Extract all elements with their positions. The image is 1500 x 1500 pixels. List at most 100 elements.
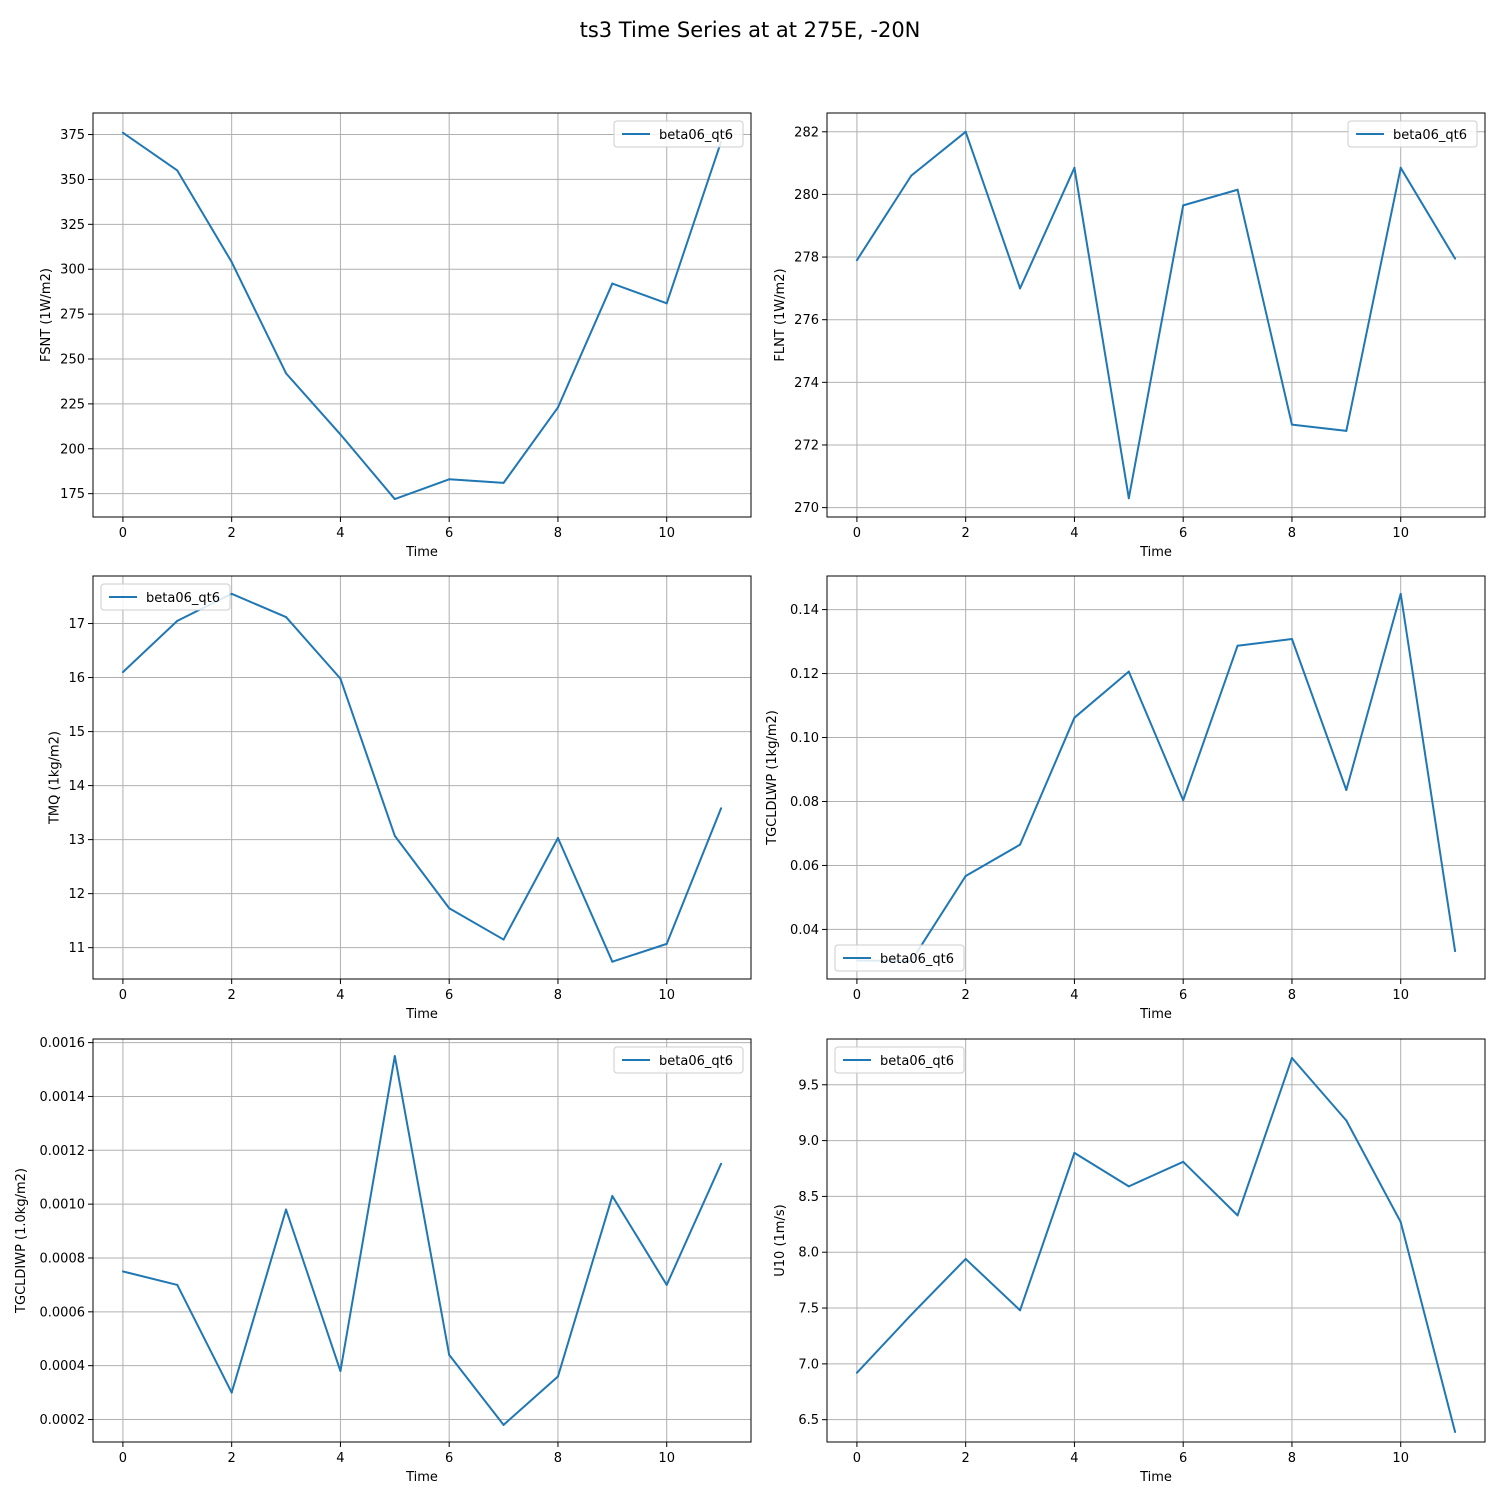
y-tick-label: 0.06	[790, 859, 819, 874]
y-tick-label: 0.0008	[40, 1251, 86, 1266]
x-tick-label: 4	[336, 1451, 344, 1466]
data-point	[1019, 843, 1022, 846]
y-tick-label: 325	[60, 218, 85, 233]
axes-frame	[92, 1038, 752, 1443]
y-tick-label: 250	[60, 352, 85, 367]
data-point	[1454, 1430, 1457, 1433]
x-axis-label: Time	[405, 545, 438, 560]
y-axis-label: TGCLDLWP (1kg/m2)	[765, 710, 780, 846]
data-point	[230, 1391, 233, 1394]
x-tick-label: 10	[658, 526, 675, 541]
axes-frame	[92, 575, 752, 980]
subplot-5: 0 2 4 6 8 10 0.0002 0.0004 0.0006 0.0008 0.0010 0.0…	[14, 1036, 752, 1485]
x-tick-label: 8	[1288, 988, 1296, 1003]
y-tick-label: 0.0002	[40, 1413, 86, 1428]
data-point	[556, 406, 559, 409]
data-point	[964, 1257, 967, 1260]
y-tick-label: 7.5	[798, 1302, 819, 1317]
series-line	[856, 592, 1457, 963]
data-point	[1399, 592, 1402, 595]
data-point	[230, 261, 233, 264]
subplot-4: 0 2 4 6 8 10 0.04 0.06 0.08 0.10 0.12 0.14 Time TGCLD…	[765, 575, 1486, 1022]
y-tick-label: 275	[60, 308, 85, 323]
y-tick-label: 280	[794, 188, 819, 203]
data-point	[339, 1370, 342, 1373]
x-tick-label: 10	[658, 1451, 675, 1466]
legend-label: beta06_qt6	[659, 128, 733, 143]
y-tick-label: 0.0016	[40, 1036, 86, 1051]
data-point	[176, 169, 179, 172]
y-tick-label: 8.5	[798, 1190, 819, 1205]
data-point	[1345, 788, 1348, 791]
data-point	[121, 1270, 124, 1273]
y-tick-label: 14	[68, 779, 85, 794]
data-point	[855, 259, 858, 262]
data-point	[285, 1208, 288, 1211]
x-tick-label: 0	[119, 526, 127, 541]
data-point	[1290, 1056, 1293, 1059]
subplot-3: 0 2 4 6 8 10 11 12 13 14 15 16 17 Time TMQ (1kg/m2) bet…	[47, 575, 752, 1022]
legend-box	[1347, 120, 1478, 148]
data-point	[910, 174, 913, 177]
y-tick-label: 0.10	[790, 731, 819, 746]
x-tick-label: 4	[1070, 1451, 1078, 1466]
grid-lines	[827, 576, 1485, 979]
y-tick-label: 11	[68, 941, 85, 956]
x-tick-label: 10	[1392, 1451, 1409, 1466]
data-point	[393, 1055, 396, 1058]
grid-lines	[93, 1039, 751, 1442]
data-point	[1290, 423, 1293, 426]
data-point	[1236, 644, 1239, 647]
legend-label: beta06_qt6	[880, 952, 954, 967]
data-point	[339, 677, 342, 680]
y-tick-label: 9.5	[798, 1078, 819, 1093]
x-tick-label: 8	[1288, 526, 1296, 541]
x-tick-label: 8	[554, 526, 562, 541]
data-point	[393, 498, 396, 501]
subplot-6: 0 2 4 6 8 10 6.5 7.0 7.5 8.0 8.5 9.0 9.5 Time U10 (1m/…	[773, 1038, 1486, 1485]
data-point	[1345, 1119, 1348, 1122]
y-tick-label: 0.0006	[40, 1305, 86, 1320]
x-tick-label: 2	[962, 1451, 970, 1466]
data-point	[1182, 1160, 1185, 1163]
y-tick-label: 300	[60, 263, 85, 278]
x-tick-label: 2	[962, 526, 970, 541]
data-point	[285, 616, 288, 619]
legend-label: beta06_qt6	[146, 591, 220, 606]
x-tick-label: 4	[336, 526, 344, 541]
y-tick-label: 274	[794, 376, 819, 391]
data-point	[665, 302, 668, 305]
x-tick-label: 10	[1392, 988, 1409, 1003]
legend-label: beta06_qt6	[659, 1054, 733, 1069]
y-tick-label: 15	[68, 725, 85, 740]
x-tick-label: 10	[658, 988, 675, 1003]
grid-lines	[827, 113, 1485, 517]
y-tick-label: 0.0014	[40, 1090, 86, 1105]
y-tick-label: 17	[68, 617, 85, 632]
data-point	[393, 834, 396, 837]
data-point	[611, 1195, 614, 1198]
series-line	[122, 131, 723, 501]
data-point	[1454, 950, 1457, 953]
legend-label: beta06_qt6	[1393, 128, 1467, 143]
data-point	[1127, 497, 1130, 500]
data-point	[1182, 799, 1185, 802]
data-point	[910, 1313, 913, 1316]
subplot-grid: 0 2 4 6 8 10175200225250275300325350375TimeFS…	[14, 112, 1486, 1485]
data-point	[502, 481, 505, 484]
x-tick-label: 0	[853, 526, 861, 541]
data-point	[1019, 287, 1022, 290]
x-axis-label: Time	[1139, 1007, 1172, 1022]
subplot-2: 0 2 4 6 8 10 270 272 274 276 278 280 282 Time FLNT (1W…	[773, 112, 1486, 560]
legend-box	[834, 1046, 965, 1074]
x-axis-label: Time	[1139, 545, 1172, 560]
y-tick-label: 0.14	[790, 603, 819, 618]
legend-box	[834, 944, 965, 972]
data-point	[1399, 1221, 1402, 1224]
legend-box	[613, 1046, 744, 1074]
legend: beta06_qt6	[1347, 120, 1478, 148]
y-tick-label: 0.04	[790, 923, 819, 938]
y-axis-label: FLNT (1W/m2)	[773, 268, 788, 361]
